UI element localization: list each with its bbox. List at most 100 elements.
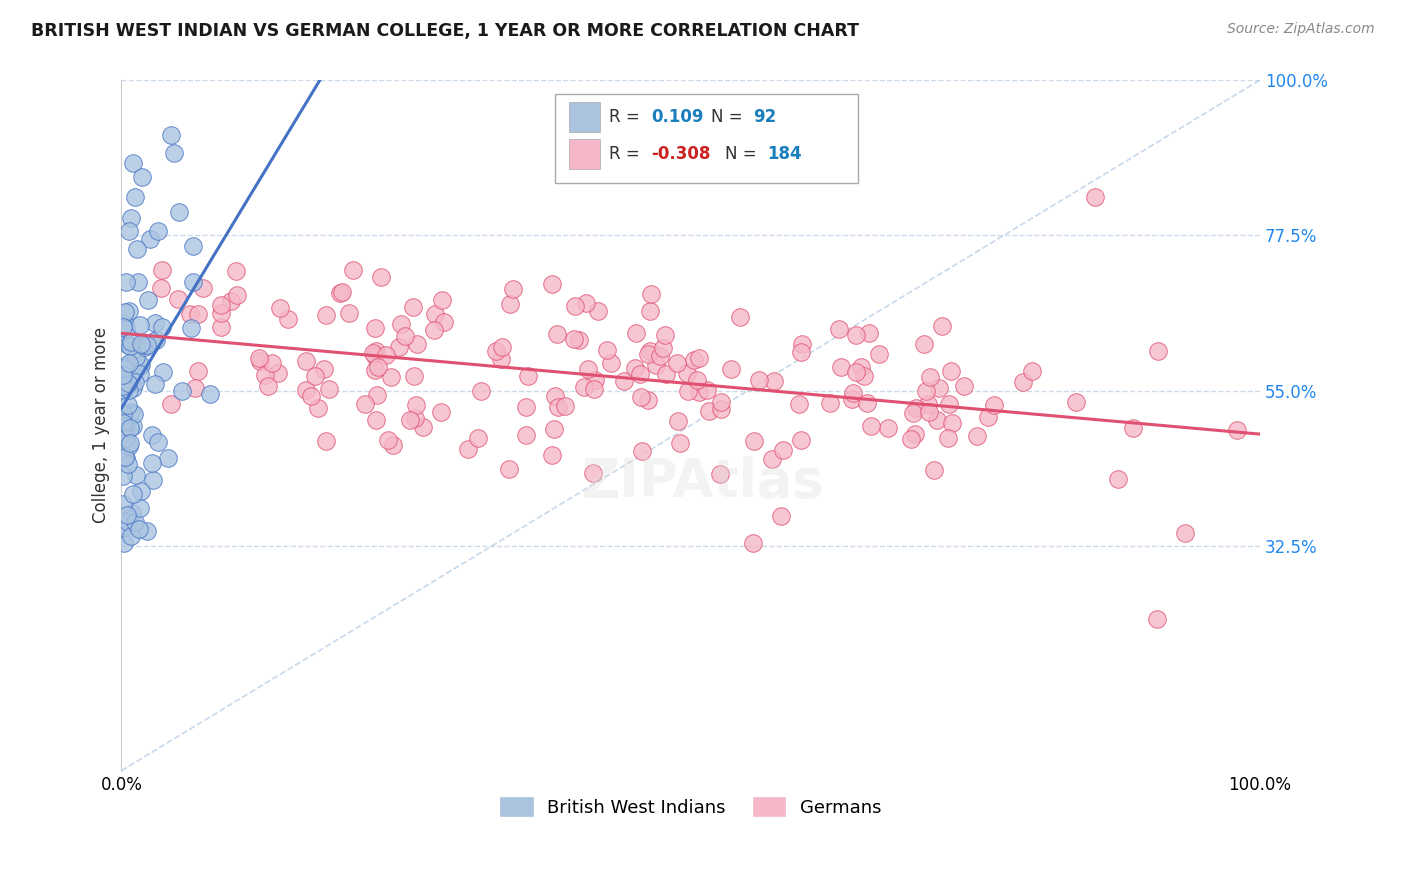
Point <box>491 340 513 354</box>
Point <box>299 389 322 403</box>
Point <box>748 373 770 387</box>
Point <box>132 338 155 352</box>
Point <box>763 374 786 388</box>
Point <box>489 352 512 367</box>
Point <box>761 452 783 467</box>
Point <box>666 414 689 428</box>
Point <box>626 326 648 340</box>
Point <box>115 359 138 373</box>
Point <box>586 303 609 318</box>
Point <box>688 384 710 399</box>
Point <box>574 380 596 394</box>
Point <box>127 275 149 289</box>
Point <box>209 320 232 334</box>
Point <box>269 301 291 315</box>
Point <box>901 406 924 420</box>
Point <box>630 390 652 404</box>
Point <box>1122 421 1144 435</box>
Point <box>131 169 153 184</box>
Point <box>666 356 689 370</box>
Point <box>117 515 139 529</box>
Point <box>600 356 623 370</box>
Point <box>457 442 479 457</box>
Point <box>742 535 765 549</box>
Point <box>159 397 181 411</box>
Point <box>470 384 492 398</box>
Point <box>111 406 134 420</box>
Point <box>150 262 173 277</box>
Point <box>121 156 143 170</box>
Text: Source: ZipAtlas.com: Source: ZipAtlas.com <box>1227 22 1375 37</box>
Point <box>669 436 692 450</box>
Point <box>554 400 576 414</box>
Point <box>938 397 960 411</box>
Point <box>845 365 868 379</box>
Point <box>131 336 153 351</box>
Point <box>120 211 142 226</box>
Point <box>845 327 868 342</box>
Point <box>124 190 146 204</box>
Point <box>1174 525 1197 540</box>
Point <box>638 304 661 318</box>
Point <box>912 336 935 351</box>
Point <box>135 524 157 538</box>
Point <box>859 418 882 433</box>
Point <box>1064 395 1087 409</box>
Point <box>120 529 142 543</box>
Point <box>111 368 134 383</box>
Point <box>936 431 959 445</box>
Point <box>312 361 335 376</box>
Point <box>115 431 138 445</box>
Point <box>696 384 718 398</box>
Point <box>568 333 591 347</box>
Point <box>652 341 675 355</box>
Point <box>163 146 186 161</box>
Point <box>925 413 948 427</box>
Point <box>790 433 813 447</box>
Point <box>792 336 814 351</box>
Point <box>141 456 163 470</box>
Point <box>111 383 134 397</box>
Point <box>406 337 429 351</box>
Point <box>125 343 148 358</box>
Point <box>366 413 388 427</box>
Point <box>787 396 810 410</box>
Point <box>789 345 811 359</box>
Point <box>128 501 150 516</box>
Point <box>114 321 136 335</box>
Point <box>125 350 148 364</box>
Point <box>367 359 389 374</box>
Point <box>394 328 416 343</box>
Point <box>433 315 456 329</box>
Point <box>114 305 136 319</box>
Point <box>380 370 402 384</box>
Point <box>544 389 567 403</box>
Text: R =: R = <box>609 145 645 163</box>
Point <box>502 282 524 296</box>
Point <box>710 395 733 409</box>
Point <box>129 358 152 372</box>
Point <box>841 392 863 406</box>
Point <box>117 376 139 390</box>
Point <box>181 275 204 289</box>
Point <box>141 428 163 442</box>
Point <box>179 321 201 335</box>
Point <box>742 434 765 448</box>
Point <box>399 413 422 427</box>
Point <box>364 363 387 377</box>
Text: 184: 184 <box>768 145 803 163</box>
Point <box>209 298 232 312</box>
Point <box>654 328 676 343</box>
Point <box>120 339 142 353</box>
Point <box>318 382 340 396</box>
Point <box>187 308 209 322</box>
Point <box>720 362 742 376</box>
Point <box>121 506 143 520</box>
Text: -0.308: -0.308 <box>651 145 710 163</box>
Text: 0.109: 0.109 <box>651 108 703 126</box>
Point <box>128 522 150 536</box>
Point <box>117 398 139 412</box>
Point <box>111 496 134 510</box>
Point <box>115 275 138 289</box>
Point <box>939 364 962 378</box>
